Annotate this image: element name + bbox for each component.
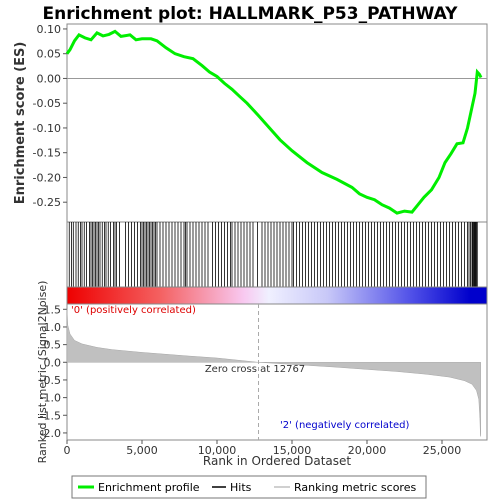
es-y-tick-label: 0.10: [37, 23, 62, 36]
legend-label-hits: Hits: [230, 481, 252, 494]
zero-cross-label: Zero cross at 12767: [205, 364, 305, 375]
es-panel-frame: [66, 23, 488, 223]
es-y-axis-label: Enrichment score (ES): [13, 42, 28, 205]
metric-y-tick-label: -1.0: [40, 392, 61, 405]
x-axis: 0 5,000 10,000 15,000 20,000 25,000: [64, 440, 462, 457]
metric-y-tick-label: 1.0: [44, 321, 62, 334]
metric-y-tick-label: 0.5: [44, 339, 62, 352]
es-y-axis: 0.10 0.05 0.00 -0.05 -0.10 -0.15 -0.20 -0.25: [33, 23, 67, 209]
x-tick-label: 5,000: [126, 444, 158, 457]
legend: Enrichment profile Hits Ranking metric s…: [71, 475, 427, 499]
es-y-tick-label: -0.10: [33, 122, 61, 135]
rank-color-bar: [66, 286, 488, 305]
x-tick-label: 15,000: [273, 444, 312, 457]
legend-label-enrichment-profile: Enrichment profile: [98, 481, 200, 494]
negative-correlation-label: '2' (negatively correlated): [280, 420, 409, 431]
es-y-tick-label: -0.15: [33, 147, 61, 160]
metric-y-tick-label: -1.5: [40, 409, 61, 422]
legend-frame: [71, 475, 427, 499]
metric-y-tick-label: -2.0: [40, 427, 61, 440]
metric-panel-frame: [66, 303, 488, 441]
x-tick-label: 0: [64, 444, 71, 457]
es-y-tick-label: 0.05: [37, 48, 62, 61]
es-y-tick-label: -0.05: [33, 97, 61, 110]
positive-correlation-label: '0' (positively correlated): [71, 305, 196, 316]
metric-y-axis: 1.5 1.0 0.5 0.0 -0.5 -1.0 -1.5 -2.0: [40, 303, 67, 440]
enrichment-profile-line: [65, 29, 483, 215]
x-tick-label: 20,000: [348, 444, 387, 457]
x-tick-label: 25,000: [423, 444, 462, 457]
es-y-tick-label: -0.20: [33, 171, 61, 184]
metric-y-tick-label: 1.5: [44, 303, 62, 316]
es-y-tick-label: -0.25: [33, 196, 61, 209]
metric-y-tick-label: 0.0: [44, 356, 62, 369]
legend-label-ranking-metric: Ranking metric scores: [294, 481, 416, 494]
x-tick-label: 10,000: [198, 444, 237, 457]
chart-title: Enrichment plot: HALLMARK_P53_PATHWAY: [43, 4, 459, 24]
hits-group: [68, 222, 478, 287]
x-axis-label: Rank in Ordered Dataset: [203, 454, 351, 468]
es-y-tick-label: 0.00: [37, 72, 62, 85]
ranking-metric-area: [66, 309, 481, 437]
metric-y-tick-label: -0.5: [40, 374, 61, 387]
metric-y-axis-label: Ranked list metric (Signal2Noise): [36, 281, 49, 464]
